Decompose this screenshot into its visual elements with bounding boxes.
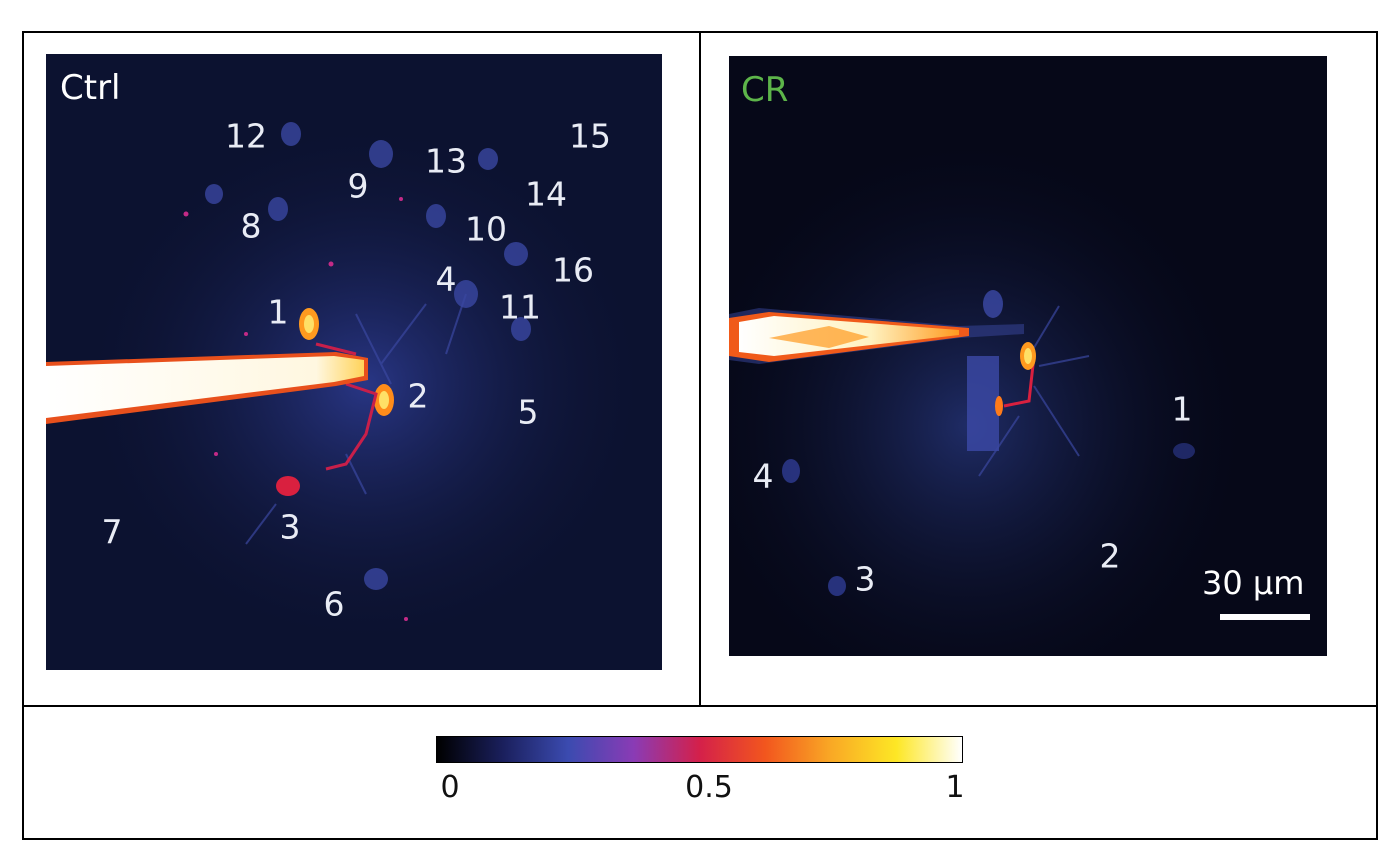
colorbar-tick-label: 0: [440, 770, 460, 805]
colorbar-tick-label: 0.5: [685, 770, 733, 805]
scale-bar-label: 30 µm: [1202, 564, 1305, 602]
ctrl-micrograph: Ctrl 12 9 13 15 8 10 14 16 4 1 11 2 5 7 …: [46, 54, 662, 670]
ctrl-cell-label: 1: [267, 292, 289, 332]
colorbar-tick-label: 1: [945, 770, 965, 805]
ctrl-fluorescence-image: [46, 54, 662, 670]
cr-cell-label: 3: [854, 559, 876, 599]
ctrl-panel-title: Ctrl: [60, 68, 121, 108]
ctrl-cell-label: 3: [279, 507, 301, 547]
cr-cell-label: 2: [1099, 536, 1121, 576]
ctrl-cell-label: 15: [569, 116, 611, 156]
ctrl-cell-label: 8: [240, 206, 262, 246]
scale-bar: [1220, 614, 1310, 620]
cr-cell-label: 4: [752, 456, 774, 496]
ctrl-cell-label: 5: [517, 392, 539, 432]
vertical-divider: [699, 31, 701, 707]
ctrl-cell-label: 6: [323, 584, 345, 624]
cr-fluorescence-image: [729, 56, 1327, 656]
intensity-colorbar: [436, 736, 963, 763]
ctrl-cell-label: 2: [407, 376, 429, 416]
ctrl-cell-label: 7: [101, 512, 123, 552]
ctrl-cell-label: 10: [465, 209, 507, 249]
ctrl-cell-label: 9: [347, 166, 369, 206]
ctrl-cell-label: 14: [525, 174, 567, 214]
cr-panel-title: CR: [741, 70, 789, 110]
ctrl-cell-label: 12: [225, 116, 267, 156]
ctrl-cell-label: 11: [499, 287, 541, 327]
cr-cell-label: 1: [1171, 389, 1193, 429]
ctrl-cell-label: 16: [552, 250, 594, 290]
cr-micrograph: CR 1 4 2 3 30 µm: [729, 56, 1327, 656]
ctrl-cell-label: 4: [435, 259, 457, 299]
ctrl-cell-label: 13: [425, 141, 467, 181]
